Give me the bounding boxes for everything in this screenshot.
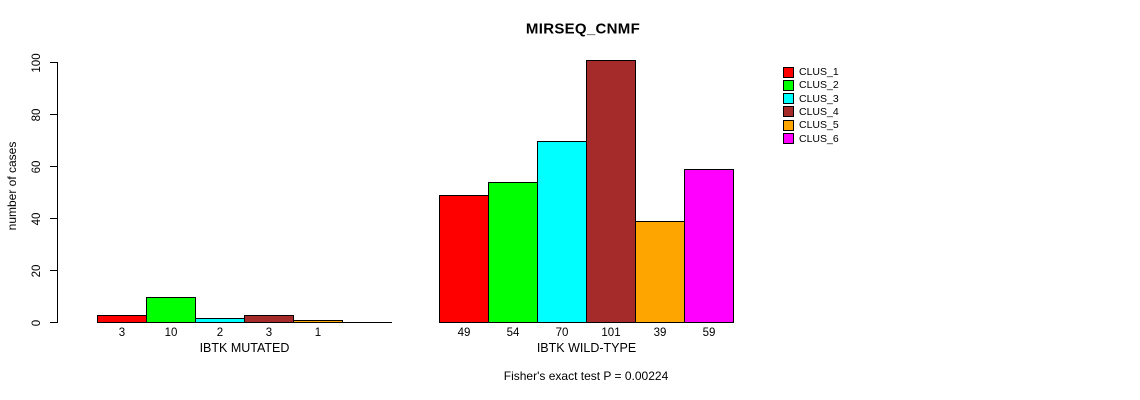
group-label-0: IBTK MUTATED bbox=[199, 341, 290, 355]
fisher-test-annotation: Fisher's exact test P = 0.00224 bbox=[503, 369, 669, 383]
legend-swatch-clus_4 bbox=[783, 106, 794, 118]
bar-value-label: 101 bbox=[601, 327, 621, 339]
bar-value-label: 59 bbox=[702, 327, 716, 339]
bar-clus_4 bbox=[586, 60, 636, 323]
bar-value-label: 10 bbox=[164, 327, 178, 339]
legend-label-clus_4: CLUS_4 bbox=[799, 105, 839, 118]
bar-clus_2 bbox=[488, 182, 538, 323]
legend-label-clus_1: CLUS_1 bbox=[799, 66, 839, 78]
y-tick-label: 20 bbox=[31, 264, 43, 277]
bar-value-label: 54 bbox=[506, 327, 520, 339]
bar-value-label: 3 bbox=[265, 327, 273, 339]
bar-clus_3 bbox=[537, 141, 587, 323]
y-tick-label: 60 bbox=[31, 160, 43, 173]
bar-clus_3 bbox=[195, 318, 245, 323]
y-tick-mark bbox=[50, 62, 57, 63]
y-tick-label: 40 bbox=[31, 212, 43, 225]
bar-value-label: 49 bbox=[457, 327, 471, 339]
legend-swatch-clus_2 bbox=[783, 79, 794, 91]
y-tick-label: 80 bbox=[31, 108, 43, 121]
legend-swatch-clus_1 bbox=[783, 66, 794, 78]
legend-label-clus_3: CLUS_3 bbox=[799, 92, 839, 105]
bar-clus_5 bbox=[293, 320, 343, 323]
chart-title: MIRSEQ_CNMF bbox=[525, 20, 641, 38]
y-tick-label: 0 bbox=[31, 319, 43, 326]
bar-clus_1 bbox=[97, 315, 147, 323]
bar-clus_5 bbox=[635, 221, 685, 323]
bar-value-label: 39 bbox=[653, 327, 667, 339]
y-tick-label: 100 bbox=[31, 52, 43, 73]
y-tick-mark bbox=[50, 166, 57, 167]
bar-clus_2 bbox=[146, 297, 196, 323]
bar-value-label: 2 bbox=[216, 327, 224, 339]
group-label-1: IBTK WILD-TYPE bbox=[536, 341, 637, 355]
bar-clus_1 bbox=[439, 195, 489, 323]
y-axis-label: number of cases bbox=[5, 141, 19, 231]
y-tick-mark bbox=[50, 114, 57, 115]
legend-label-clus_6: CLUS_6 bbox=[799, 132, 839, 145]
legend-swatch-clus_6 bbox=[783, 133, 794, 144]
bar-clus_6 bbox=[684, 169, 734, 323]
y-tick-mark bbox=[50, 218, 57, 219]
legend-label-clus_5: CLUS_5 bbox=[799, 119, 839, 132]
legend-swatch-clus_5 bbox=[783, 119, 794, 131]
legend-swatch-clus_3 bbox=[783, 93, 794, 105]
bar-value-label: 1 bbox=[314, 327, 322, 339]
legend-label-clus_2: CLUS_2 bbox=[799, 79, 839, 92]
y-axis-line bbox=[57, 62, 58, 323]
bar-value-label: 70 bbox=[555, 327, 569, 339]
y-tick-mark bbox=[50, 270, 57, 271]
bar-value-label: 3 bbox=[118, 327, 126, 339]
y-tick-mark bbox=[50, 322, 57, 323]
bar-clus_4 bbox=[244, 315, 294, 323]
